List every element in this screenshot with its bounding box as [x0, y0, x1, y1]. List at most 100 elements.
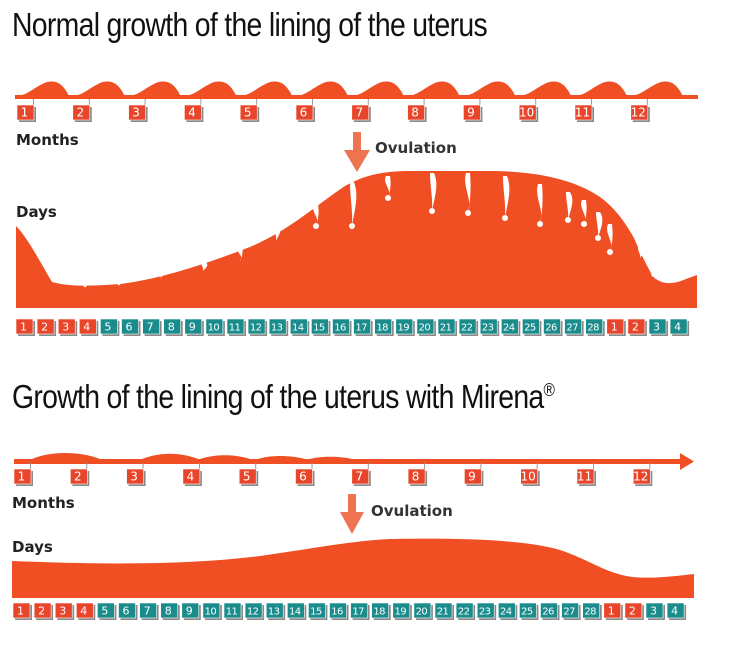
day-box: 26 [540, 602, 560, 620]
day-box: 3 [648, 318, 668, 336]
day-box: 18 [374, 318, 394, 336]
svg-text:12: 12 [631, 106, 646, 120]
day-box: 1 [15, 318, 35, 336]
day-box: 4 [666, 602, 687, 620]
svg-text:17: 17 [355, 323, 367, 334]
day-box: 24 [497, 602, 518, 620]
section2-daily-lining [12, 538, 694, 598]
month-box: 12 [630, 104, 650, 122]
svg-text:24: 24 [503, 323, 515, 334]
month-box: 9 [464, 468, 484, 486]
svg-text:1: 1 [18, 470, 26, 484]
day-box: 7 [142, 318, 162, 336]
month-box: 10 [518, 104, 539, 122]
svg-text:10: 10 [208, 323, 220, 334]
svg-text:19: 19 [395, 607, 407, 618]
section2-months-label: Months [12, 494, 75, 512]
svg-text:27: 27 [563, 607, 575, 618]
day-box: 28 [582, 602, 602, 620]
svg-text:4: 4 [188, 106, 196, 120]
day-box: 25 [519, 602, 539, 620]
day-box: 22 [458, 318, 479, 336]
day-box: 4 [669, 318, 690, 336]
month-box: 1 [13, 468, 33, 486]
day-box: 13 [268, 318, 289, 336]
day-box: 2 [36, 318, 57, 336]
month-box: 6 [295, 468, 315, 486]
section1-monthly-lining-ribbon [15, 81, 698, 99]
svg-text:6: 6 [123, 605, 130, 618]
svg-text:4: 4 [80, 605, 87, 618]
svg-text:21: 21 [440, 323, 452, 334]
svg-text:5: 5 [101, 605, 108, 618]
day-box: 2 [33, 602, 54, 620]
day-box: 9 [181, 602, 201, 620]
day-box: 1 [12, 602, 32, 620]
svg-text:5: 5 [104, 321, 111, 334]
month-box: 7 [351, 104, 371, 122]
svg-text:8: 8 [411, 106, 419, 120]
svg-text:2: 2 [629, 605, 636, 618]
svg-text:12: 12 [633, 470, 648, 484]
day-box: 2 [624, 602, 644, 620]
day-box: 3 [57, 318, 78, 336]
svg-text:22: 22 [458, 607, 470, 618]
section1-daily-lining [16, 171, 697, 308]
svg-text:27: 27 [566, 323, 578, 334]
month-box: 10 [520, 468, 540, 486]
day-box: 6 [118, 602, 138, 620]
day-box: 11 [226, 318, 246, 336]
svg-text:16: 16 [331, 607, 343, 618]
svg-text:1: 1 [21, 106, 29, 120]
svg-text:15: 15 [313, 323, 325, 334]
day-box: 3 [645, 602, 665, 620]
day-box: 25 [522, 318, 542, 336]
svg-text:5: 5 [244, 106, 252, 120]
day-box: 14 [289, 318, 310, 336]
day-box: 21 [437, 318, 457, 336]
svg-text:4: 4 [187, 470, 195, 484]
svg-text:18: 18 [376, 323, 388, 334]
svg-text:3: 3 [132, 106, 140, 120]
day-box: 20 [413, 602, 433, 620]
day-box: 26 [543, 318, 563, 336]
svg-text:6: 6 [300, 106, 308, 120]
day-box: 12 [247, 318, 268, 336]
day-box: 10 [205, 318, 225, 336]
month-box: 11 [574, 104, 594, 122]
month-box: 2 [70, 468, 90, 486]
day-box: 1 [606, 318, 626, 336]
svg-text:25: 25 [524, 323, 536, 334]
section1-days-label: Days [16, 203, 57, 221]
svg-text:11: 11 [575, 106, 590, 120]
day-box: 1 [603, 602, 623, 620]
svg-text:25: 25 [521, 607, 533, 618]
day-box: 27 [561, 602, 581, 620]
day-box: 4 [79, 318, 99, 336]
svg-text:7: 7 [144, 605, 151, 618]
svg-text:7: 7 [147, 321, 154, 334]
svg-text:28: 28 [587, 323, 599, 334]
svg-text:11: 11 [577, 470, 592, 484]
svg-text:26: 26 [542, 607, 554, 618]
svg-text:3: 3 [130, 470, 138, 484]
month-box: 3 [128, 104, 148, 122]
svg-text:3: 3 [59, 605, 66, 618]
section2-title: Growth of the lining of the uterus with … [12, 378, 555, 416]
day-box: 6 [121, 318, 141, 336]
day-box: 5 [100, 318, 120, 336]
day-box: 23 [479, 318, 500, 336]
month-box: 2 [72, 104, 92, 122]
svg-text:10: 10 [521, 470, 536, 484]
day-box: 23 [476, 602, 497, 620]
svg-text:7: 7 [355, 470, 363, 484]
svg-text:3: 3 [650, 605, 657, 618]
month-box: 7 [351, 468, 371, 486]
svg-text:12: 12 [250, 323, 262, 334]
day-box: 7 [139, 602, 159, 620]
day-box: 27 [564, 318, 584, 336]
day-box: 15 [308, 602, 328, 620]
day-box: 19 [395, 318, 415, 336]
month-box: 8 [407, 468, 428, 486]
day-box: 12 [244, 602, 265, 620]
